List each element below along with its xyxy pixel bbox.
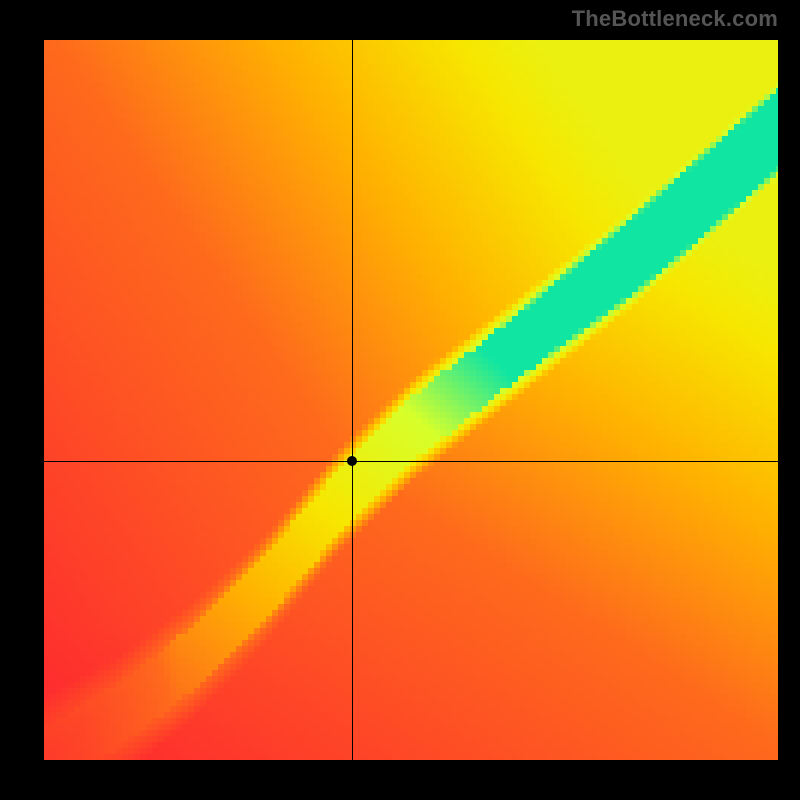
watermark-text: TheBottleneck.com [572,6,778,32]
bottleneck-heatmap [44,40,778,760]
page-root: TheBottleneck.com [0,0,800,800]
